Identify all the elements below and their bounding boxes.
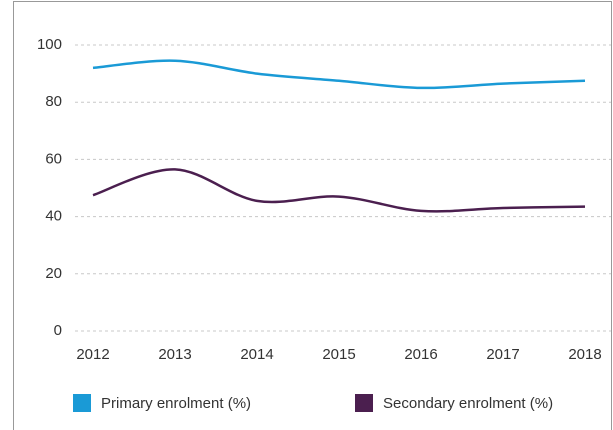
- line-series: [92, 168, 586, 213]
- legend-swatch: [355, 394, 373, 412]
- x-tick-label: 2014: [240, 346, 273, 363]
- y-tick-label: 20: [45, 265, 62, 282]
- x-tick-label: 2017: [486, 346, 519, 363]
- legend-label: Primary enrolment (%): [101, 395, 251, 412]
- x-tick-label: 2013: [158, 346, 191, 363]
- legend-label: Secondary enrolment (%): [383, 395, 553, 412]
- line-series: [92, 59, 586, 90]
- y-tick-label: 60: [45, 150, 62, 167]
- y-tick-label: 100: [37, 36, 62, 53]
- chart-frame: [13, 1, 612, 430]
- y-tick-label: 80: [45, 93, 62, 110]
- x-tick-label: 2015: [322, 346, 355, 363]
- y-tick-label: 40: [45, 208, 62, 225]
- legend-swatch: [73, 394, 91, 412]
- x-tick-label: 2018: [568, 346, 601, 363]
- x-tick-label: 2016: [404, 346, 437, 363]
- x-tick-label: 2012: [76, 346, 109, 363]
- y-tick-label: 0: [54, 322, 62, 339]
